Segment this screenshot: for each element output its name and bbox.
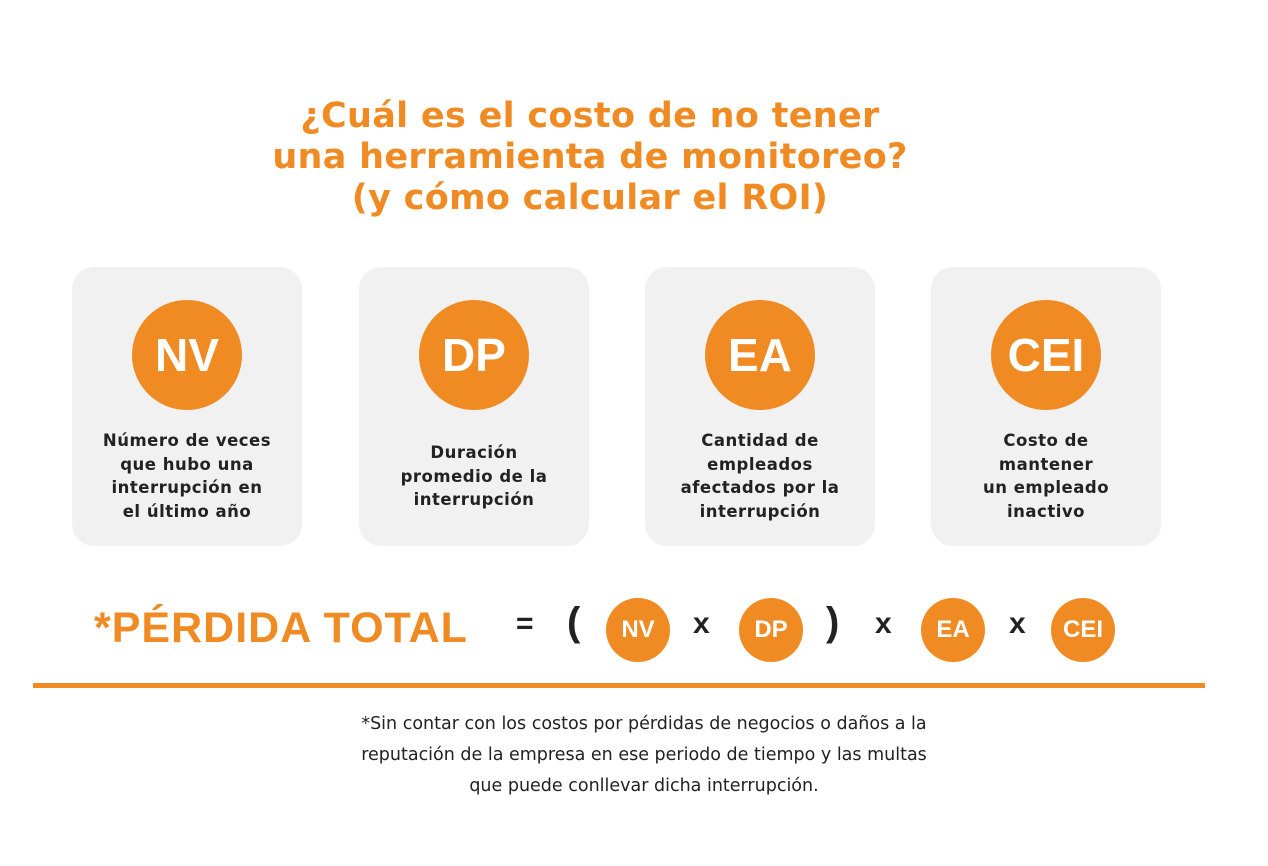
desc-line: inactivo	[1007, 501, 1085, 521]
title-line: ¿Cuál es el costo de no tener	[300, 96, 880, 136]
desc-line: promedio de la	[400, 466, 548, 486]
footnote-line: reputación de la empresa en ese periodo …	[361, 745, 927, 765]
dp-badge-icon: DP	[419, 300, 529, 410]
desc-line: mantener	[998, 454, 1094, 474]
desc-line: Duración	[430, 443, 518, 462]
card-description: Duración promedio de la interrupción	[359, 441, 589, 512]
footnote-line: que puede conllevar dicha interrupción.	[469, 776, 819, 796]
card-nv: NV Número de veces que hubo una interrup…	[72, 267, 302, 546]
times-sign: x	[875, 607, 892, 640]
cei-badge-icon: CEI	[991, 300, 1101, 410]
ea-chip-icon: EA	[921, 598, 985, 662]
card-cei: CEI Costo de mantener un empleado inacti…	[931, 267, 1161, 546]
times-sign: x	[693, 607, 710, 640]
footnote: *Sin contar con los costos por pérdidas …	[0, 709, 1268, 802]
desc-line: Número de veces	[102, 431, 272, 450]
card-ea: EA Cantidad de empleados afectados por l…	[645, 267, 875, 546]
desc-line: un empleado	[982, 478, 1110, 497]
divider	[33, 683, 1205, 688]
footnote-line: *Sin contar con los costos por pérdidas …	[361, 714, 927, 734]
desc-line: afectados por la	[680, 478, 840, 497]
cei-chip-icon: CEI	[1051, 598, 1115, 662]
title-line: una herramienta de monitoreo?	[272, 137, 908, 177]
card-description: Cantidad de empleados afectados por la i…	[645, 429, 875, 523]
formula-label: *PÉRDIDA TOTAL	[94, 604, 468, 652]
card-description: Número de veces que hubo una interrupció…	[72, 429, 302, 523]
card-description: Costo de mantener un empleado inactivo	[931, 429, 1161, 523]
open-paren: (	[567, 600, 581, 644]
desc-line: interrupción	[699, 501, 821, 521]
total-loss-formula: *PÉRDIDA TOTAL = ( NV x DP ) x EA x CEI	[0, 598, 1268, 662]
desc-line: empleados	[707, 454, 813, 474]
page-title: ¿Cuál es el costo de no tener una herram…	[0, 96, 1180, 219]
desc-line: el último año	[122, 501, 252, 521]
times-sign: x	[1009, 607, 1026, 640]
ea-badge-icon: EA	[705, 300, 815, 410]
desc-line: que hubo una	[120, 454, 254, 474]
dp-chip-icon: DP	[739, 598, 803, 662]
nv-badge-icon: NV	[132, 300, 242, 410]
card-dp: DP Duración promedio de la interrupción	[359, 267, 589, 546]
desc-line: interrupción en	[111, 478, 263, 497]
close-paren: )	[826, 600, 840, 644]
desc-line: Costo de	[1003, 431, 1089, 450]
nv-chip-icon: NV	[606, 598, 670, 662]
desc-line: interrupción	[413, 490, 535, 509]
equals-sign: =	[516, 607, 534, 640]
desc-line: Cantidad de	[701, 431, 819, 450]
title-line: (y cómo calcular el ROI)	[351, 178, 829, 218]
